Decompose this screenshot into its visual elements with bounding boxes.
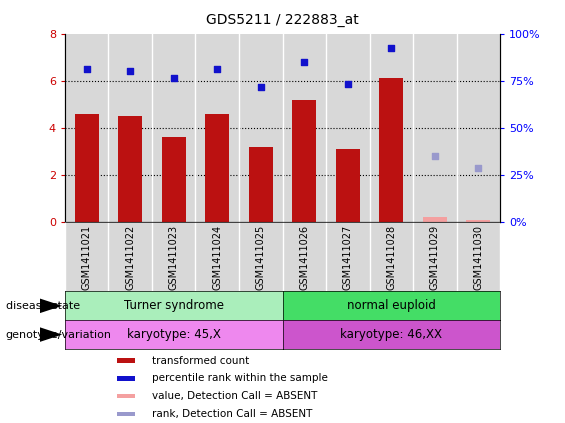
Point (126, 68, 135, 75)
Text: transformed count: transformed count (152, 355, 249, 365)
Bar (466, 220, 490, 222)
Point (170, 75, 179, 82)
Bar (379, 78, 403, 222)
Bar (117, 394, 136, 398)
Text: GSM1411030: GSM1411030 (473, 225, 483, 290)
Bar (162, 137, 186, 222)
Text: rank, Detection Call = ABSENT: rank, Detection Call = ABSENT (152, 409, 312, 419)
Text: GSM1411028: GSM1411028 (386, 225, 396, 290)
Bar (292, 99, 316, 222)
Bar (336, 149, 360, 222)
Text: karyotype: 46,XX: karyotype: 46,XX (340, 328, 442, 341)
Bar (118, 116, 142, 222)
Text: GSM1411021: GSM1411021 (82, 225, 92, 290)
Polygon shape (40, 299, 62, 313)
Bar (423, 217, 447, 222)
Bar (205, 114, 229, 222)
Text: disease state: disease state (6, 301, 80, 311)
Bar (75, 114, 99, 222)
Point (473, 164, 483, 171)
Bar (249, 146, 273, 222)
Text: GSM1411026: GSM1411026 (299, 225, 309, 290)
Text: GSM1411029: GSM1411029 (430, 225, 440, 290)
Text: GSM1411022: GSM1411022 (125, 225, 135, 291)
Point (212, 66, 221, 72)
Bar (117, 358, 136, 363)
Text: percentile rank within the sample: percentile rank within the sample (152, 373, 328, 383)
Text: GSM1411024: GSM1411024 (212, 225, 222, 290)
Bar (117, 376, 136, 381)
Text: GSM1411027: GSM1411027 (343, 225, 353, 291)
Text: GDS5211 / 222883_at: GDS5211 / 222883_at (206, 13, 359, 27)
Text: karyotype: 45,X: karyotype: 45,X (127, 328, 221, 341)
Text: value, Detection Call = ABSENT: value, Detection Call = ABSENT (152, 391, 318, 401)
Text: normal euploid: normal euploid (347, 299, 436, 312)
Text: GSM1411023: GSM1411023 (169, 225, 179, 290)
Bar (117, 412, 136, 416)
Text: GSM1411025: GSM1411025 (256, 225, 266, 291)
Text: genotype/variation: genotype/variation (6, 330, 112, 340)
Polygon shape (40, 327, 62, 342)
Point (257, 83, 266, 90)
Point (386, 44, 396, 51)
Point (343, 80, 353, 87)
Point (82, 66, 92, 72)
Point (299, 59, 308, 66)
Point (431, 153, 440, 159)
Text: Turner syndrome: Turner syndrome (124, 299, 224, 312)
